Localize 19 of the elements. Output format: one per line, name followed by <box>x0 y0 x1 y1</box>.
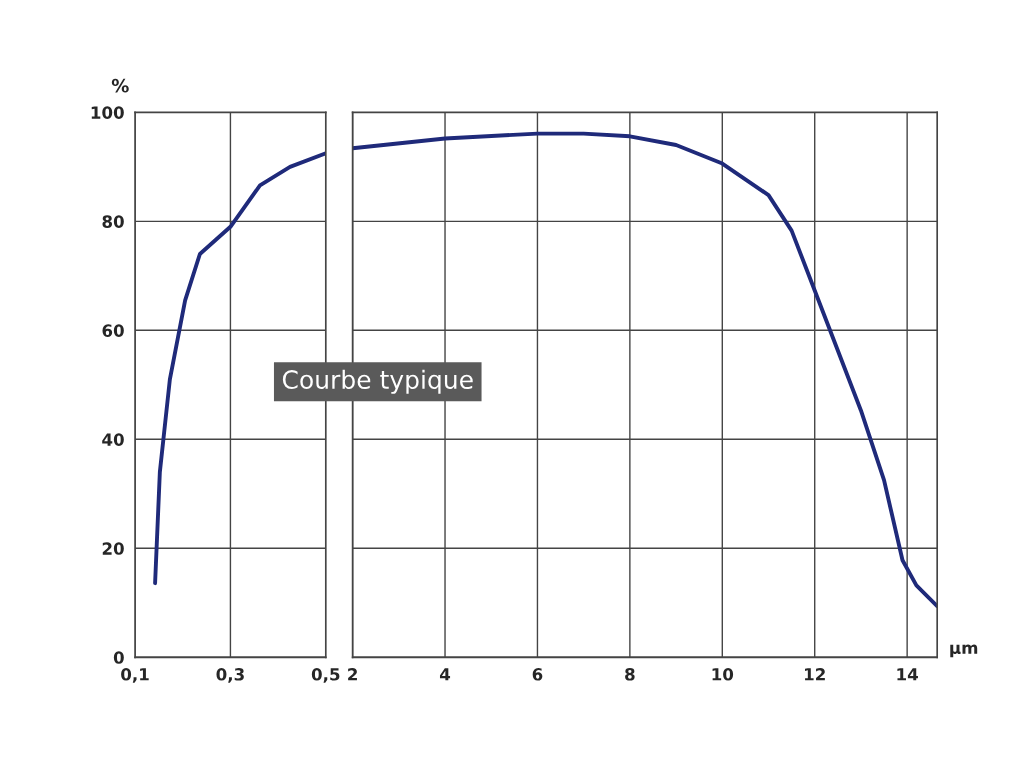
x-tick-label: 0,5 <box>311 668 340 683</box>
x-axis-title: µm <box>950 644 978 658</box>
x-tick-label: 4 <box>439 668 451 681</box>
x-tick-label: 10 <box>712 668 734 681</box>
y-tick-label: 60 <box>102 324 124 337</box>
y-tick-label: 20 <box>102 542 124 555</box>
annotation: Courbe typique <box>282 369 473 394</box>
x-tick-label: 0,3 <box>216 668 244 683</box>
x-tick-label: 0,1 <box>121 668 149 683</box>
y-tick-label: 80 <box>102 215 124 228</box>
x-tick-label: 6 <box>532 668 543 681</box>
y-axis-title: % <box>111 78 129 93</box>
y-tick-label: 100 <box>91 106 124 119</box>
x-tick-label: 14 <box>897 668 918 681</box>
y-tick-label: 0 <box>113 651 124 664</box>
x-tick-label: 12 <box>805 668 825 681</box>
y-tick-label: 40 <box>102 433 124 446</box>
x-tick-label: 2 <box>348 668 357 681</box>
x-tick-label: 8 <box>625 668 635 681</box>
